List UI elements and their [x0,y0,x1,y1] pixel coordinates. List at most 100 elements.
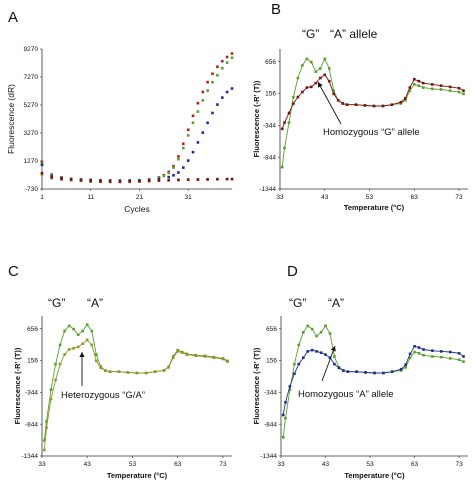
data-point-green [310,327,314,331]
data-point-olive [144,371,148,375]
data-point-dark_red [404,97,407,100]
data-point-dark_red [296,95,300,99]
data-point-green [302,331,305,334]
data-point-olive [167,366,170,369]
data-point-dark_red [345,103,349,106]
data-point-blue [457,352,461,355]
allele-label-a: “A” allele [330,27,378,41]
y-axis-title: Fluorescence (-R’ (T)) [252,347,261,424]
data-point-dark_red [314,81,318,85]
data-point-dark_red [138,179,141,183]
x-tick-label: 63 [174,461,182,468]
y-tick-label: -344 [263,123,276,130]
data-point-green [284,416,287,420]
x-tick-label: 53 [366,461,374,468]
data-point-blue [399,367,403,371]
data-point-olive [176,350,179,353]
data-point-dark_red [157,179,161,182]
data-point-blue [310,348,314,352]
data-point-blue [333,362,336,366]
data-point-green [305,57,309,61]
annotation-arrow-head [330,346,336,352]
data-point-olive [180,351,184,354]
y-tick-label: 156 [266,358,277,365]
data-point-green [43,439,46,442]
data-point-blue [167,175,170,179]
data-point-green [413,350,416,354]
data-point-blue [364,371,367,374]
data-point-blue [288,385,292,388]
data-point-green [90,329,94,333]
data-point-olive [117,370,121,373]
data-point-green [417,84,421,87]
data-point-dark_red [177,178,180,182]
data-point-green [319,331,323,334]
data-point-blue [196,141,200,144]
data-point-green [306,324,309,328]
data-point-olive [126,371,130,374]
data-point-dark_red [413,78,416,81]
y-tick-label: -844 [263,154,276,161]
data-point-green [177,157,180,161]
x-tick-label: 1 [40,194,44,201]
data-point-green [167,171,170,175]
data-point-dark_red [462,89,465,92]
data-point-olive [135,371,139,375]
data-point-red [177,155,180,158]
genotype-annotation: Homozygous “G” allele [323,127,420,138]
data-point-dark_red [283,121,286,124]
data-point-olive [40,173,44,176]
data-point-olive [226,360,229,363]
x-tick-label: 33 [277,461,285,468]
data-point-olive [99,366,103,370]
data-point-blue [355,370,358,373]
data-point-blue [50,174,53,178]
data-point-dark_red [196,178,200,181]
genotype-annotation: Heterozygous “G/A” [61,390,145,401]
data-point-green [422,353,425,357]
data-point-green [323,57,327,61]
data-point-red [196,101,200,105]
data-point-dark_red [40,171,44,175]
x-tick-label: 73 [455,461,463,468]
data-point-green [457,90,461,94]
annotation-arrow-head [318,82,323,88]
data-point-dark_red [417,79,421,83]
data-point-blue [462,355,465,358]
y-tick-label: 656 [265,59,276,66]
data-point-green [440,355,443,359]
data-point-green [206,89,209,92]
y-axis-title: Fluorescence (dR) [6,84,16,154]
data-point-red [230,52,234,55]
data-point-green [332,89,335,92]
data-point-blue [413,345,416,348]
data-point-dark_red [327,79,331,83]
x-axis-title: Cycles [124,204,150,214]
x-tick-label: 33 [38,461,46,468]
data-point-green [191,121,195,125]
data-point-olive [194,354,198,358]
data-point-green [283,146,286,150]
data-point-blue [422,348,425,351]
data-point-blue [302,356,305,359]
data-point-green [297,343,301,347]
x-tick-label: 21 [136,194,144,201]
data-point-red [182,142,185,146]
data-point-dark_red [206,178,209,181]
data-point-green [95,353,98,356]
data-point-blue [297,362,301,366]
x-tick-label: 11 [87,194,94,201]
data-point-olive [45,426,48,429]
data-point-dark_red [280,127,284,131]
y-tick-label: 5270 [24,102,39,109]
data-point-red [225,55,229,59]
data-point-blue [293,372,296,375]
y-tick-label: -344 [25,390,38,397]
data-point-blue [373,371,376,375]
data-point-blue [324,353,327,356]
data-point-dark_red [430,83,434,86]
data-point-dark_red [372,104,376,108]
data-point-green [67,324,71,328]
data-point-dark_red [128,180,131,183]
